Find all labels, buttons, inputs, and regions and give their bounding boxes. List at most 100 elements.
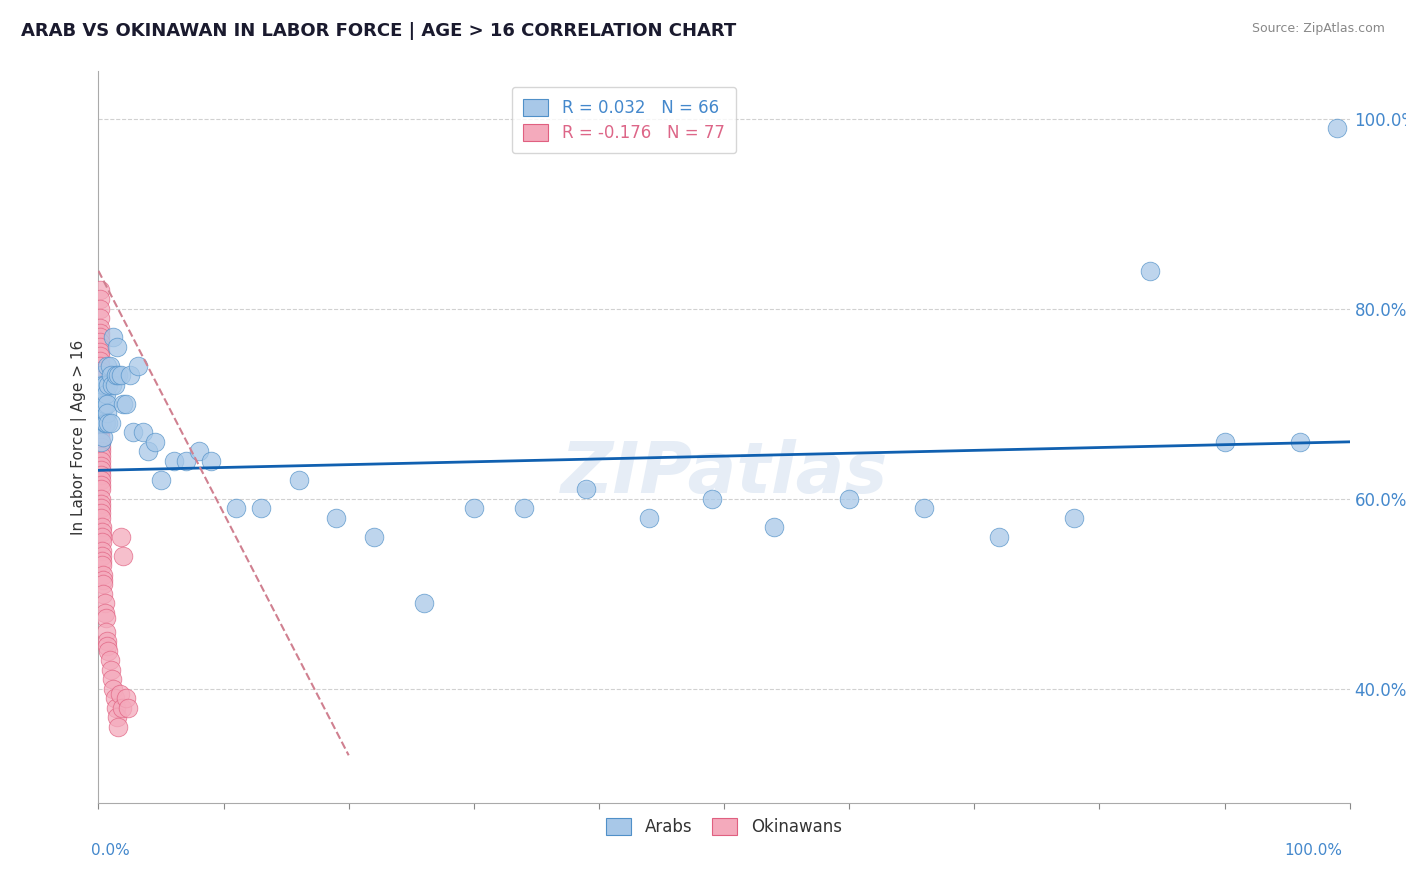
Point [287,473,309,487]
Text: ARAB VS OKINAWAN IN LABOR FORCE | AGE > 16 CORRELATION CHART: ARAB VS OKINAWAN IN LABOR FORCE | AGE > … [21,22,737,40]
Point [162,454,184,468]
Point [90,444,112,458]
Point [115,397,138,411]
Point [90,497,112,511]
Point [115,691,138,706]
Point [117,701,139,715]
Point [250,501,273,516]
Point [91,553,114,567]
Point [90,501,112,516]
Point [174,454,197,468]
Point [93,401,115,416]
Point [105,710,128,724]
Point [89,411,111,425]
Point [89,416,111,430]
Point [90,454,112,468]
Point [89,406,111,420]
Point [107,368,129,383]
Point [143,434,166,449]
Point [89,425,111,440]
Point [111,701,134,715]
Text: ZIPatlas: ZIPatlas [561,439,887,508]
Point [93,416,115,430]
Point [94,610,117,624]
Point [150,473,173,487]
Point [91,530,114,544]
Point [575,483,598,497]
Point [138,444,160,458]
Point [89,368,111,383]
Point [89,363,111,377]
Point [89,335,111,350]
Point [90,387,112,401]
Point [93,567,115,582]
Point [97,644,120,658]
Point [200,454,222,468]
Point [89,387,111,401]
Point [93,587,115,601]
Point [93,577,115,591]
Point [98,359,121,373]
Point [89,392,111,406]
Point [1063,511,1085,525]
Point [96,359,118,373]
Point [638,511,661,525]
Point [132,425,155,440]
Point [1213,434,1236,449]
Point [89,293,111,307]
Point [90,397,112,411]
Point [363,530,385,544]
Point [90,511,112,525]
Point [100,416,122,430]
Point [91,416,114,430]
Point [89,349,111,363]
Point [100,663,122,677]
Point [90,463,112,477]
Point [93,377,115,392]
Point [89,377,111,392]
Point [93,397,115,411]
Point [412,596,434,610]
Point [94,387,117,401]
Point [97,416,120,430]
Point [89,340,111,354]
Point [90,491,112,506]
Point [89,311,111,326]
Y-axis label: In Labor Force | Age > 16: In Labor Force | Age > 16 [72,340,87,534]
Point [118,368,141,383]
Point [90,449,112,463]
Point [463,501,485,516]
Point [91,524,114,539]
Point [97,377,120,392]
Point [89,321,111,335]
Point [89,326,111,340]
Point [700,491,723,506]
Point [91,558,114,573]
Point [90,440,112,454]
Point [90,434,112,449]
Point [89,330,111,344]
Point [91,387,114,401]
Point [90,483,112,497]
Point [89,401,111,416]
Point [1288,434,1310,449]
Point [225,501,247,516]
Point [90,477,112,491]
Point [103,330,125,344]
Point [838,491,860,506]
Point [988,530,1011,544]
Point [90,468,112,483]
Point [89,344,111,359]
Point [96,634,118,648]
Point [912,501,935,516]
Point [89,354,111,368]
Text: 100.0%: 100.0% [1285,843,1343,858]
Point [89,377,111,392]
Point [89,406,111,420]
Point [89,283,111,297]
Point [90,506,112,520]
Point [91,544,114,558]
Text: 0.0%: 0.0% [91,843,131,858]
Point [100,368,122,383]
Point [325,511,347,525]
